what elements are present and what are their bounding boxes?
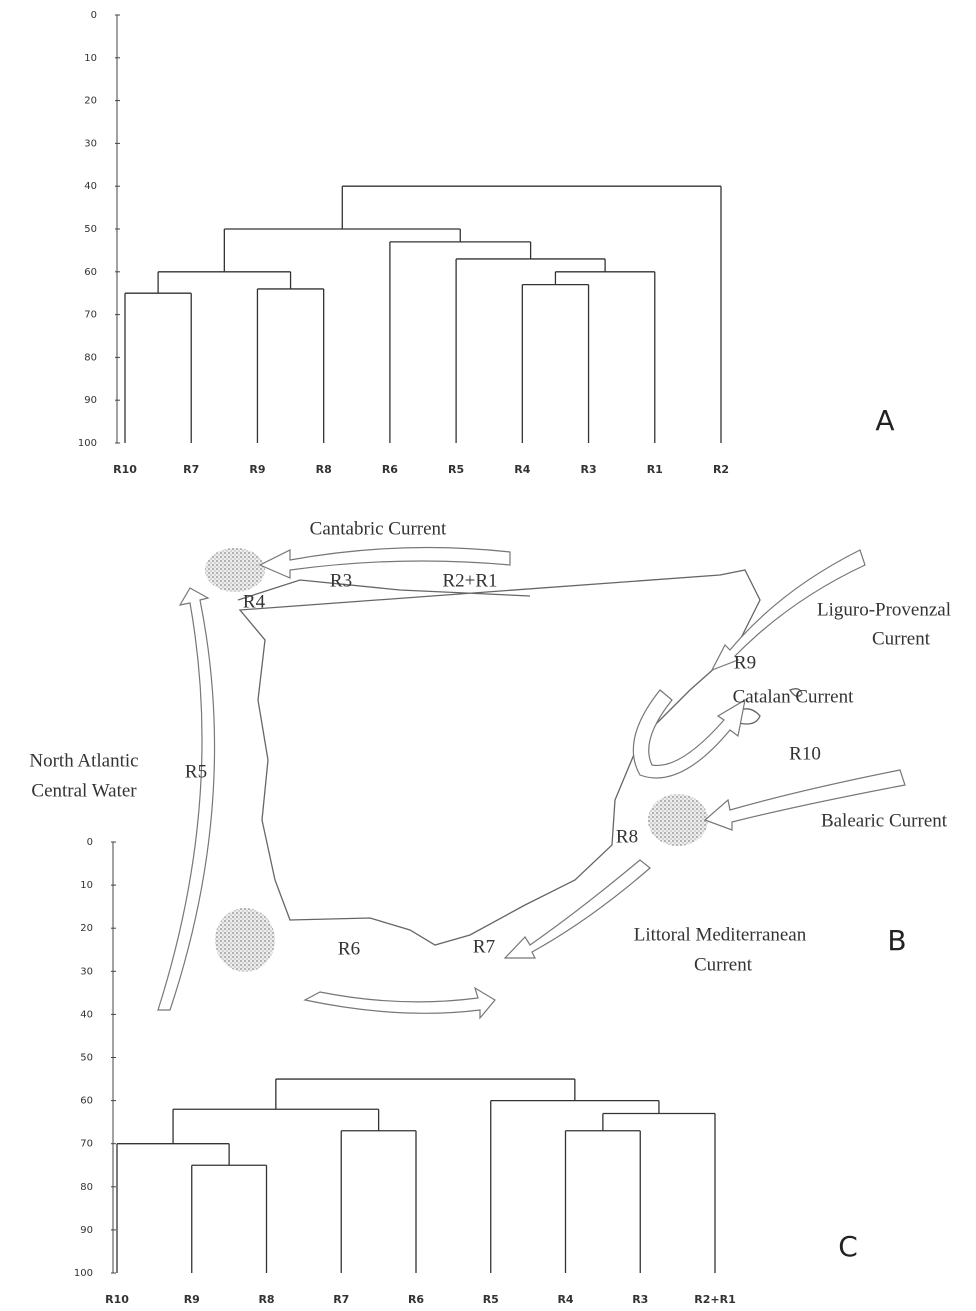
- map-label: Balearic Current: [821, 810, 948, 831]
- leaf-label: R6: [408, 1293, 424, 1306]
- y-tick-label: 30: [80, 966, 93, 977]
- current-arrow: [505, 860, 650, 958]
- map-label: R6: [338, 938, 360, 959]
- map-label: R2+R1: [442, 570, 497, 591]
- leaf-label: R10: [113, 463, 137, 476]
- y-tick-label: 50: [80, 1053, 93, 1064]
- map-label: R5: [185, 761, 207, 782]
- y-tick-label: 50: [84, 224, 97, 235]
- y-tick-label: 30: [84, 138, 97, 149]
- map-label: Current: [694, 954, 753, 975]
- map-label: R7: [473, 936, 495, 957]
- leaf-label: R8: [258, 1293, 274, 1306]
- y-tick-label: 100: [78, 438, 97, 449]
- leaf-label: R5: [483, 1293, 499, 1306]
- leaf-label: R4: [557, 1293, 573, 1306]
- y-tick-label: 40: [84, 181, 97, 192]
- panel-label: C: [838, 1230, 858, 1263]
- map-label: Current: [872, 628, 931, 649]
- y-tick-label: 0: [87, 837, 93, 848]
- leaf-label: R8: [316, 463, 332, 476]
- map-label: Liguro-Provenzal: [817, 599, 951, 620]
- y-tick-label: 10: [84, 53, 97, 64]
- y-tick-label: 0: [91, 10, 97, 21]
- y-tick-label: 90: [84, 395, 97, 406]
- figure: 0102030405060708090100AR10R7R9R8R6R5R4R3…: [0, 0, 976, 1311]
- leaf-label: R3: [632, 1293, 648, 1306]
- y-tick-label: 80: [84, 352, 97, 363]
- current-arrow: [633, 690, 745, 778]
- map-label: R9: [734, 652, 756, 673]
- current-arrow: [158, 588, 215, 1010]
- leaf-label: R7: [183, 463, 199, 476]
- y-tick-label: 70: [84, 310, 97, 321]
- y-tick-label: 80: [80, 1182, 93, 1193]
- map: [158, 548, 905, 1019]
- leaf-label: R3: [580, 463, 596, 476]
- leaf-label: R1: [647, 463, 663, 476]
- leaf-label: R2: [713, 463, 729, 476]
- map-label: R8: [616, 826, 638, 847]
- leaf-label: R6: [382, 463, 398, 476]
- leaf-label: R9: [249, 463, 265, 476]
- map-label: Central Water: [31, 780, 137, 801]
- leaf-label: R5: [448, 463, 464, 476]
- map-label: North Atlantic: [29, 750, 138, 771]
- current-arrow: [305, 988, 495, 1018]
- map-label: R4: [243, 591, 266, 612]
- y-tick-label: 70: [80, 1139, 93, 1150]
- leaf-label: R9: [184, 1293, 200, 1306]
- y-tick-label: 60: [84, 267, 97, 278]
- map-label: Catalan Current: [733, 686, 855, 707]
- panel-label: B: [887, 924, 906, 957]
- y-tick-label: 40: [80, 1009, 93, 1020]
- panel-label: A: [875, 404, 894, 437]
- leaf-label: R2+R1: [694, 1293, 735, 1306]
- y-tick-label: 20: [84, 96, 97, 107]
- map-label: R3: [330, 570, 352, 591]
- leaf-label: R10: [105, 1293, 129, 1306]
- leaf-label: R4: [514, 463, 530, 476]
- y-tick-label: 100: [74, 1268, 93, 1279]
- upwelling-area: [648, 794, 708, 846]
- y-tick-label: 60: [80, 1096, 93, 1107]
- upwelling-area: [205, 548, 265, 592]
- leaf-label: R7: [333, 1293, 349, 1306]
- upwelling-area: [215, 908, 275, 972]
- y-tick-label: 10: [80, 880, 93, 891]
- map-label: Littoral Mediterranean: [634, 924, 807, 945]
- map-label: R10: [789, 743, 821, 764]
- y-tick-label: 90: [80, 1225, 93, 1236]
- map-label: Cantabric Current: [310, 518, 447, 539]
- y-tick-label: 20: [80, 923, 93, 934]
